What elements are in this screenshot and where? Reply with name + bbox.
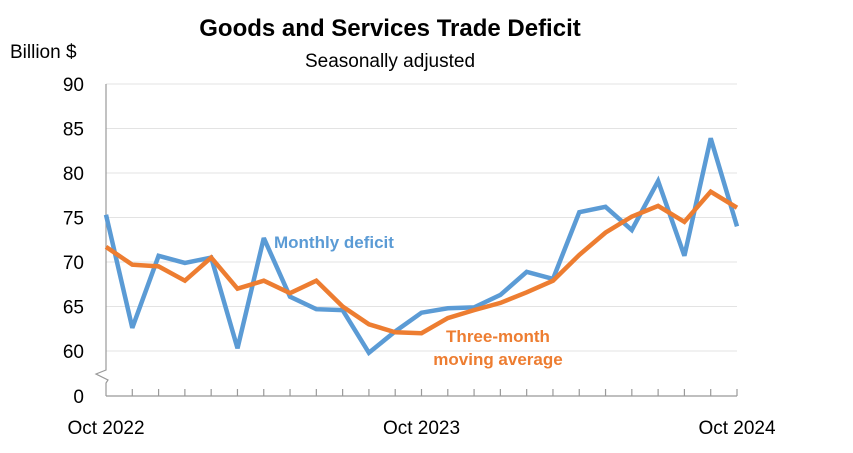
y-tick-label: 80	[63, 164, 84, 185]
y-tick-label: 0	[73, 387, 84, 408]
y-tick-label: 65	[63, 298, 84, 319]
axes	[94, 84, 738, 397]
y-tick-labels: 0 60 65 70 75 80 85 90	[63, 75, 84, 408]
y-axis-label: Billion $	[10, 42, 77, 63]
x-tick-label: Oct 2024	[698, 418, 776, 439]
y-tick-label: 70	[63, 253, 84, 274]
chart-subtitle: Seasonally adjusted	[305, 51, 475, 72]
y-axis-line	[94, 84, 109, 396]
y-tick-label: 60	[63, 342, 84, 363]
x-tick-label: Oct 2023	[383, 418, 460, 439]
chart-title: Goods and Services Trade Deficit	[199, 15, 580, 42]
x-tick-labels: Oct 2022 Oct 2023 Oct 2024	[67, 418, 776, 439]
x-tick-label: Oct 2022	[67, 418, 144, 439]
monthly-deficit-label: Monthly deficit	[274, 233, 394, 252]
monthly-deficit-line	[103, 137, 740, 357]
y-tick-label: 90	[63, 75, 84, 96]
y-tick-label: 75	[63, 209, 84, 230]
moving-average-label-line2: moving average	[433, 350, 562, 369]
series-lines	[103, 137, 740, 357]
y-tick-label: 85	[63, 120, 84, 141]
moving-average-label-line1: Three-month	[446, 327, 550, 346]
moving-average-line	[104, 188, 739, 336]
